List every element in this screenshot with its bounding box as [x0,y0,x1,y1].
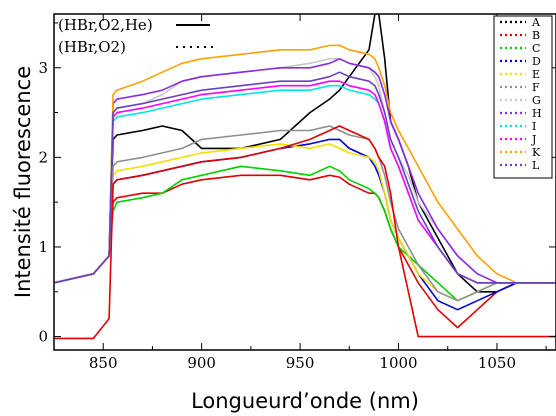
series-line-l [54,71,556,284]
series-line-h [54,57,556,284]
y-axis-label: Intensité fluorescence [11,66,35,298]
legend-label: K [532,146,541,159]
series-line-a [54,14,556,293]
series-layer [54,14,556,340]
legend-label: A [531,16,541,29]
x-tick-label: 1000 [379,354,417,372]
legend-label: D [532,55,541,68]
style-legend: (HBr,O2,He) (HBr,O2) [58,16,214,56]
x-tick-label: 1050 [478,354,516,372]
x-axis-label: Longueurd’onde (nm) [191,389,419,413]
legend-label: F [532,81,540,94]
y-tick-label: 1 [38,238,48,256]
legend-label: H [532,107,542,120]
y-tick-label: 0 [38,328,48,346]
series-line-c [54,165,556,302]
y-tick-label: 3 [38,59,48,77]
y-tick-label: 2 [38,148,48,166]
series-line-f [54,125,556,302]
x-tick-label: 850 [89,354,118,372]
style-legend-label: (HBr,O2,He) [58,16,153,34]
legend-label: B [532,29,540,42]
legend-box [493,15,553,179]
legend-label: J [531,133,536,146]
series-line-b [54,174,556,329]
ticks-layer: 850 900 950 1000 1050 0 1 2 3 [38,14,556,372]
series-line-d [54,138,556,311]
style-legend-label: (HBr,O2) [58,38,126,56]
legend-label: C [532,42,540,55]
legend-label: L [532,159,540,172]
series-line-g [54,57,556,284]
series-line-k [54,44,556,284]
plot-frame [53,13,556,351]
legend-label: G [532,94,541,107]
x-tick-label: 900 [187,354,216,372]
series-line-i [54,84,556,284]
series-line-j [54,80,556,284]
series-line-extra [54,125,556,340]
legend-label: I [532,120,536,133]
legend-label: E [532,68,540,81]
series-line-e [54,143,556,302]
x-tick-label: 950 [286,354,315,372]
